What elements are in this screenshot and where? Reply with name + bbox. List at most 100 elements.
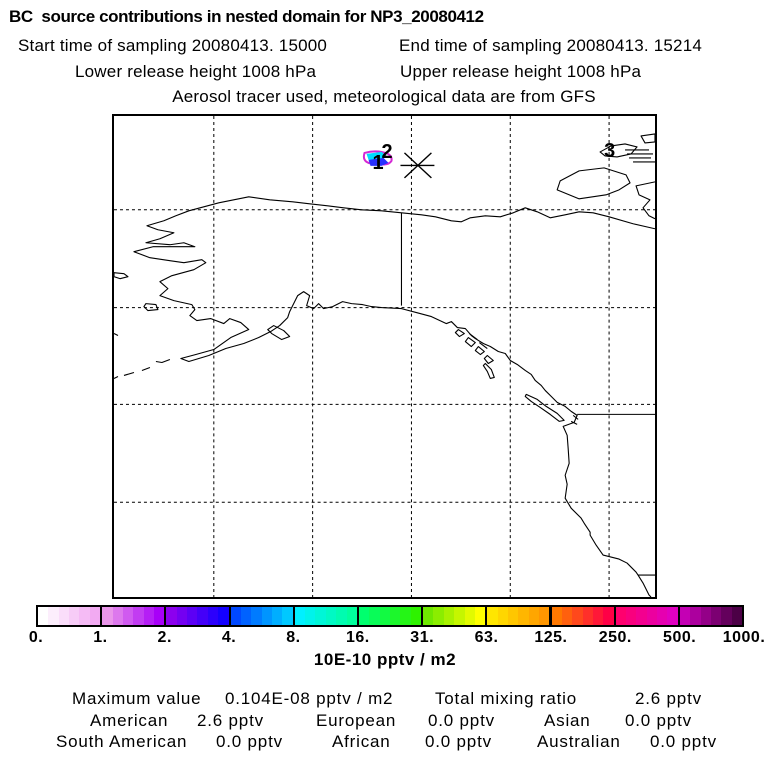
colorbar-cell [508, 607, 519, 625]
colorbar-cell [379, 607, 391, 625]
plume-outer-contour [362, 150, 393, 166]
colorbar-cell [626, 607, 637, 625]
region-value-australian: 0.0 pptv [650, 732, 717, 751]
colorbar-segment [166, 607, 231, 625]
tracer-note-text: Aerosol tracer used, meteorological data… [172, 87, 596, 106]
map-panel: 1 2 3 [112, 114, 657, 599]
colorbar-cell [197, 607, 208, 625]
colorbar-cell [667, 607, 678, 625]
colorbar-cell [218, 607, 229, 625]
colorbar-cell [346, 607, 357, 625]
colorbar-tick-label: 16. [345, 629, 370, 646]
plot-title: BC source contributions in nested domain… [9, 7, 484, 26]
map-svg: 1 2 3 [114, 116, 655, 597]
colorbar-cell [122, 607, 134, 625]
upper-release-text: Upper release height 1008 hPa [400, 62, 642, 81]
colorbar-cell [251, 607, 262, 625]
colorbar-cell [433, 607, 444, 625]
colorbar-cell [410, 607, 422, 625]
colorbar-cell [572, 607, 583, 625]
colorbar-segment [423, 607, 488, 625]
colorbar-cell [731, 607, 743, 625]
colorbar-cell [240, 607, 252, 625]
colorbar-cell [207, 607, 219, 625]
maximum-value: 0.104E-08 pptv / m2 [225, 689, 394, 708]
map-label-3: 3 [604, 140, 615, 162]
colorbar-tick-label: 1. [93, 629, 108, 646]
colorbar-cell [187, 607, 198, 625]
colorbar-cell [615, 607, 627, 625]
colorbar-tick-label: 125. [534, 629, 568, 646]
region-label-south-american: South American [56, 732, 188, 751]
colorbar-cell [38, 607, 49, 625]
colorbar-cell [700, 607, 711, 625]
colorbar-cell [646, 607, 658, 625]
total-mixing-ratio-value: 2.6 pptv [635, 689, 702, 708]
colorbar-tick-label: 4. [221, 629, 237, 646]
colorbar-cell [539, 607, 550, 625]
colorbar-cell [690, 607, 701, 625]
contour-label-2: 2 [382, 141, 393, 163]
region-label-asian: Asian [544, 711, 591, 730]
station-asterisk-marker [400, 152, 435, 179]
colorbar-cell [325, 607, 337, 625]
colorbar-cell [305, 607, 316, 625]
colorbar-cell [497, 607, 509, 625]
colorbar-segment [615, 607, 680, 625]
colorbar-cell [58, 607, 70, 625]
colorbar-cell [176, 607, 188, 625]
colorbar-tick-label: 2. [157, 629, 172, 646]
colorbar-segment [230, 607, 295, 625]
region-label-european: European [316, 711, 397, 730]
colorbar-cell [315, 607, 326, 625]
islands [114, 133, 655, 425]
colorbar-cell [369, 607, 380, 625]
colorbar [36, 605, 744, 627]
coastline-mainland [133, 196, 655, 597]
colorbar-cell [48, 607, 59, 625]
contour-label-1: 1 [373, 152, 384, 174]
graticule-grid [114, 116, 655, 597]
maximum-value-label: Maximum value [72, 689, 202, 708]
colorbar-cell [561, 607, 573, 625]
colorbar-cell [294, 607, 306, 625]
colorbar-cell [133, 607, 144, 625]
colorbar-cell [153, 607, 165, 625]
colorbar-cell [336, 607, 347, 625]
region-label-african: African [332, 732, 391, 751]
colorbar-cell [679, 607, 691, 625]
colorbar-cell [102, 607, 113, 625]
plume [362, 150, 393, 166]
colorbar-cell [166, 607, 177, 625]
region-value-asian: 0.0 pptv [625, 711, 692, 730]
colorbar-cell [358, 607, 370, 625]
colorbar-segment [487, 607, 552, 625]
colorbar-segment [102, 607, 167, 625]
colorbar-cell [69, 607, 80, 625]
colorbar-cell [487, 607, 498, 625]
colorbar-segment [551, 607, 616, 625]
colorbar-cell [390, 607, 401, 625]
colorbar-cell [89, 607, 101, 625]
colorbar-cell [282, 607, 293, 625]
colorbar-cell [657, 607, 668, 625]
colorbar-cell [636, 607, 647, 625]
colorbar-cell [143, 607, 154, 625]
colorbar-tick-label: 8. [286, 629, 301, 646]
colorbar-cell [443, 607, 455, 625]
colorbar-segment [38, 607, 103, 625]
colorbar-cell [423, 607, 434, 625]
colorbar-cell [518, 607, 529, 625]
colorbar-cell [79, 607, 90, 625]
colorbar-tick-label: 31. [410, 629, 435, 646]
lower-release-text: Lower release height 1008 hPa [75, 62, 317, 81]
colorbar-tick-label: 63. [474, 629, 499, 646]
region-value-american: 2.6 pptv [197, 711, 264, 730]
colorbar-tick-label: 0. [28, 629, 44, 646]
colorbar-segments [38, 607, 743, 625]
region-value-south-american: 0.0 pptv [216, 732, 283, 751]
colorbar-cell [112, 607, 123, 625]
colorbar-cell [528, 607, 540, 625]
colorbar-cell [710, 607, 722, 625]
